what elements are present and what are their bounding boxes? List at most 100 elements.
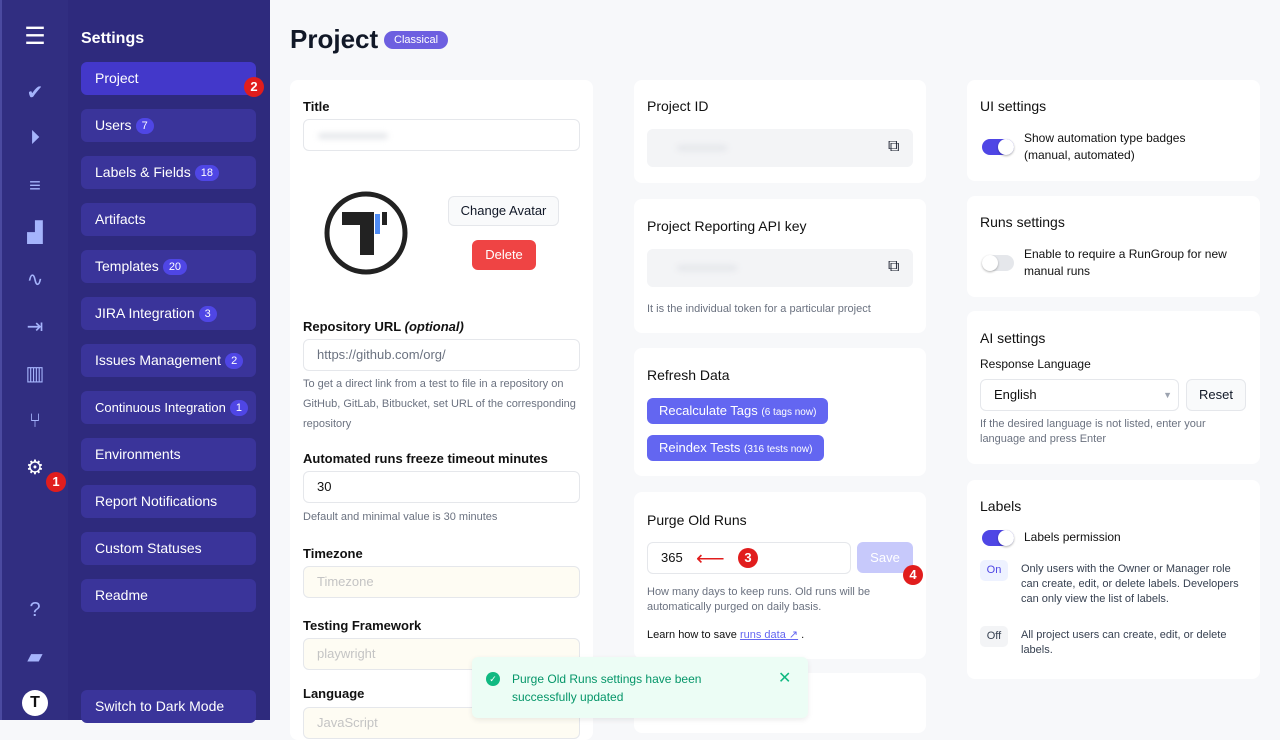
sidebar-item[interactable]: Users 7: [81, 109, 256, 142]
sidebar-item[interactable]: Issues Management 2: [81, 344, 256, 377]
toast-message: Purge Old Runs settings have been succes…: [512, 672, 702, 704]
branch-icon[interactable]: ⑂: [29, 410, 41, 432]
sidebar-item-label: Project: [95, 70, 139, 86]
api-key-field: [647, 249, 913, 287]
copy-icon[interactable]: ⧉: [888, 138, 900, 155]
count-badge: 1: [229, 400, 248, 416]
sidebar-item-label: Environments: [95, 446, 181, 462]
sidebar-item-label: Templates: [95, 258, 159, 274]
sidebar-item[interactable]: JIRA Integration 3: [81, 297, 256, 330]
repo-label: Repository URL (optional): [303, 319, 464, 334]
purge-help: How many days to keep runs. Old runs wil…: [647, 586, 871, 613]
api-key-title: Project Reporting API key: [647, 218, 807, 234]
response-language-label: Response Language: [980, 357, 1091, 371]
response-language-select[interactable]: English ▼: [980, 379, 1179, 411]
off-tag: Off: [980, 626, 1008, 647]
recalculate-tags-button[interactable]: Recalculate Tags (6 tags now): [647, 398, 829, 424]
check-icon[interactable]: ✔: [26, 82, 44, 104]
chevron-down-icon: ▼: [1163, 390, 1172, 400]
sidebar-item-label: Custom Statuses: [95, 540, 202, 556]
play-circle-icon[interactable]: ⏵: [30, 127, 40, 149]
framework-input[interactable]: playwright: [303, 638, 580, 670]
language-label: Language: [303, 686, 365, 701]
freeze-label: Automated runs freeze timeout minutes: [303, 451, 548, 466]
dark-mode-button[interactable]: Switch to Dark Mode: [81, 690, 256, 723]
pulse-icon[interactable]: ∿: [26, 269, 44, 291]
ui-settings-card: UI settings Show automation type badges …: [967, 80, 1260, 181]
framework-label: Testing Framework: [303, 618, 422, 633]
close-icon[interactable]: ✕: [778, 670, 792, 687]
freeze-help: Default and minimal value is 30 minutes: [303, 511, 498, 523]
folder-icon[interactable]: ▰: [27, 646, 43, 668]
purge-title: Purge Old Runs: [647, 512, 747, 528]
sidebar-item-label: JIRA Integration: [95, 305, 195, 321]
refresh-data-card: Refresh Data Recalculate Tags (6 tags no…: [634, 348, 926, 476]
runs-settings-card: Runs settings Enable to require a RunGro…: [967, 196, 1260, 297]
sidebar-item[interactable]: Environments: [81, 438, 256, 471]
page-title: Project: [290, 24, 379, 54]
labels-permission-toggle[interactable]: [982, 530, 1014, 546]
count-badge: 3: [198, 306, 217, 322]
icon-rail: ☰ ✔ ⏵ ≡ ▟ ∿ ⇥ ▥ ⑂ ⚙ ? ▰ T: [0, 0, 68, 720]
purge-save-button[interactable]: Save: [857, 542, 913, 573]
marker-1: 1: [46, 472, 66, 492]
help-icon[interactable]: ?: [29, 599, 41, 621]
sidebar-item[interactable]: Custom Statuses: [81, 532, 256, 565]
ui-settings-title: UI settings: [980, 98, 1047, 114]
labels-title: Labels: [980, 498, 1022, 514]
labels-card: Labels Labels permission On Only users w…: [967, 480, 1260, 679]
project-type-badge: Classical: [384, 31, 449, 49]
rungroup-toggle[interactable]: [982, 255, 1014, 271]
automation-badges-toggle[interactable]: [982, 139, 1014, 155]
refresh-title: Refresh Data: [647, 367, 730, 383]
reset-button[interactable]: Reset: [1186, 379, 1246, 411]
marker-4: 4: [903, 565, 923, 585]
menu-icon[interactable]: ☰: [24, 23, 46, 50]
off-description: All project users can create, edit, or d…: [1021, 629, 1227, 656]
count-badge: 20: [162, 259, 188, 275]
count-badge: 7: [135, 118, 154, 134]
delete-avatar-button[interactable]: Delete: [472, 240, 536, 270]
timezone-label: Timezone: [303, 546, 363, 561]
reindex-tests-button[interactable]: Reindex Tests (316 tests now): [647, 435, 825, 461]
sidebar-item-label: Issues Management: [95, 352, 222, 368]
sidebar-item[interactable]: Project: [81, 62, 256, 95]
runs-data-link[interactable]: runs data ↗: [739, 629, 799, 641]
analytics-icon[interactable]: ▥: [25, 363, 45, 385]
change-avatar-button[interactable]: Change Avatar: [448, 196, 559, 226]
project-id-card: Project ID ⧉: [634, 80, 926, 183]
marker-3: 3: [738, 548, 758, 568]
repo-url-input[interactable]: https://github.com/org/: [303, 339, 580, 371]
runs-settings-title: Runs settings: [980, 214, 1065, 230]
copy-icon[interactable]: ⧉: [888, 258, 900, 275]
marker-2: 2: [244, 77, 264, 97]
learn-text: Learn how to save runs data ↗ .: [647, 629, 805, 641]
title-input[interactable]: [303, 119, 580, 151]
project-card: Title Change Avatar Delete Repository UR…: [290, 80, 593, 740]
sidebar-item-label: Report Notifications: [95, 493, 218, 509]
sidebar-title: Settings: [81, 30, 145, 47]
import-icon[interactable]: ⇥: [26, 316, 44, 338]
steps-icon[interactable]: ▟: [27, 222, 43, 244]
timezone-input[interactable]: Timezone: [303, 566, 580, 598]
sidebar-item[interactable]: Continuous Integration 1: [81, 391, 256, 424]
logo-icon[interactable]: T: [22, 690, 48, 716]
sidebar-item-label: Readme: [95, 587, 148, 603]
arrow-annotation: ⟵: [696, 548, 725, 570]
purge-runs-card: Purge Old Runs 365 Save How many days to…: [634, 492, 926, 659]
sidebar-item[interactable]: Templates 20: [81, 250, 256, 283]
title-label: Title: [303, 99, 330, 114]
sidebar-item[interactable]: Report Notifications: [81, 485, 256, 518]
sidebar-item[interactable]: Labels & Fields 18: [81, 156, 256, 189]
repo-help: To get a direct link from a test to file…: [303, 378, 576, 430]
api-key-card: Project Reporting API key ⧉ It is the in…: [634, 199, 926, 333]
check-circle-icon: ✓: [486, 672, 500, 686]
gear-icon[interactable]: ⚙: [26, 457, 44, 479]
sidebar-item[interactable]: Artifacts: [81, 203, 256, 236]
checklist-icon[interactable]: ≡: [29, 175, 41, 197]
ai-settings-title: AI settings: [980, 330, 1046, 346]
freeze-timeout-input[interactable]: 30: [303, 471, 580, 503]
on-description: Only users with the Owner or Manager rol…: [1021, 563, 1239, 605]
sidebar-item[interactable]: Readme: [81, 579, 256, 612]
count-badge: 2: [225, 353, 244, 369]
